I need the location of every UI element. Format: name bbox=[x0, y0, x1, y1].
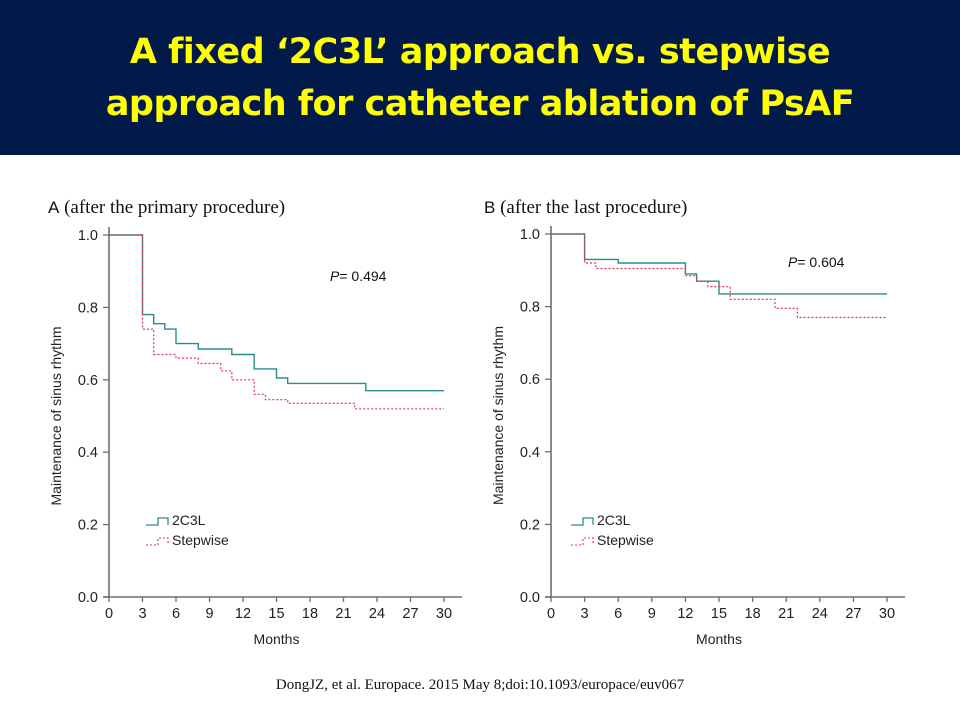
y-tick-label: 0.2 bbox=[78, 518, 98, 534]
x-axis-title: Months bbox=[696, 631, 742, 647]
legend-stepwise-swatch bbox=[146, 537, 169, 546]
y-tick-label: 0.6 bbox=[520, 372, 540, 388]
y-tick-label: 0.8 bbox=[78, 300, 98, 316]
legend-2c3l-swatch bbox=[571, 517, 594, 526]
x-tick-label: 27 bbox=[845, 606, 861, 622]
x-tick-label: 0 bbox=[547, 606, 555, 622]
series-stepwise-line bbox=[551, 233, 887, 319]
x-tick-label: 9 bbox=[648, 606, 656, 622]
x-tick-label: 3 bbox=[581, 606, 589, 622]
y-tick-label: 0.4 bbox=[520, 445, 540, 461]
x-tick-label: 24 bbox=[812, 606, 828, 622]
x-tick-label: 6 bbox=[172, 606, 180, 622]
x-tick-label: 21 bbox=[778, 606, 794, 622]
panel-a-label: A (after the primary procedure) bbox=[48, 197, 285, 219]
panel-a-subtitle: (after the primary procedure) bbox=[64, 197, 286, 218]
x-tick-label: 24 bbox=[369, 606, 385, 622]
x-tick-label: 18 bbox=[302, 606, 318, 622]
y-tick-label: 1.0 bbox=[520, 227, 540, 243]
p-value-italic: P bbox=[788, 254, 798, 270]
x-tick-label: 0 bbox=[105, 606, 113, 622]
y-tick-label: 0.0 bbox=[78, 590, 98, 606]
legend-stepwise-swatch bbox=[571, 537, 594, 546]
p-value-annotation: P= 0.494 bbox=[330, 268, 387, 284]
y-axis-title: Maintenance of sinus rhythm bbox=[490, 326, 506, 505]
x-axis-title: Months bbox=[254, 631, 300, 647]
slide-header: A fixed ‘2C3L’ approach vs. stepwise app… bbox=[0, 0, 960, 155]
x-tick-label: 12 bbox=[235, 606, 251, 622]
x-tick-label: 6 bbox=[614, 606, 622, 622]
p-value-annotation: P= 0.604 bbox=[788, 254, 845, 270]
panel-b-label: B (after the last procedure) bbox=[484, 197, 687, 219]
panel-b-letter: B bbox=[484, 198, 496, 217]
y-tick-label: 0.8 bbox=[520, 300, 540, 316]
legend-label: Stepwise bbox=[597, 532, 654, 548]
p-value-italic: P bbox=[330, 268, 340, 284]
legend-2c3l-swatch bbox=[146, 517, 169, 526]
x-tick-label: 27 bbox=[402, 606, 418, 622]
legend-label: 2C3L bbox=[597, 512, 631, 528]
x-tick-label: 30 bbox=[436, 606, 452, 622]
y-tick-label: 0.2 bbox=[520, 517, 540, 533]
x-tick-label: 30 bbox=[879, 606, 895, 622]
y-tick-label: 0.4 bbox=[78, 445, 98, 461]
series-2c3l-line bbox=[109, 234, 444, 392]
legend-label: Stepwise bbox=[172, 532, 229, 548]
x-tick-label: 15 bbox=[711, 606, 727, 622]
x-tick-label: 9 bbox=[205, 606, 213, 622]
series-stepwise-line bbox=[109, 234, 444, 410]
p-value-text: = 0.604 bbox=[797, 254, 844, 270]
x-tick-label: 15 bbox=[268, 606, 284, 622]
p-value-text: = 0.494 bbox=[339, 268, 386, 284]
slide-title-line-2: approach for catheter ablation of PsAF bbox=[105, 84, 855, 124]
panel-b-subtitle: (after the last procedure) bbox=[500, 197, 688, 218]
x-tick-label: 18 bbox=[745, 606, 761, 622]
y-tick-label: 0.0 bbox=[520, 590, 540, 606]
x-tick-label: 21 bbox=[335, 606, 351, 622]
slide-title-line-1: A fixed ‘2C3L’ approach vs. stepwise bbox=[129, 32, 831, 72]
x-tick-label: 3 bbox=[138, 606, 146, 622]
y-axis-title: Maintenance of sinus rhythm bbox=[48, 327, 64, 506]
x-tick-label: 12 bbox=[677, 606, 693, 622]
y-tick-label: 1.0 bbox=[78, 228, 98, 244]
slide-title: A fixed ‘2C3L’ approach vs. stepwise app… bbox=[0, 26, 960, 130]
citation: DongJZ, et al. Europace. 2015 May 8;doi:… bbox=[275, 677, 685, 693]
y-tick-label: 0.6 bbox=[78, 373, 98, 389]
panel-a-letter: A bbox=[48, 198, 60, 217]
legend-label: 2C3L bbox=[172, 512, 206, 528]
